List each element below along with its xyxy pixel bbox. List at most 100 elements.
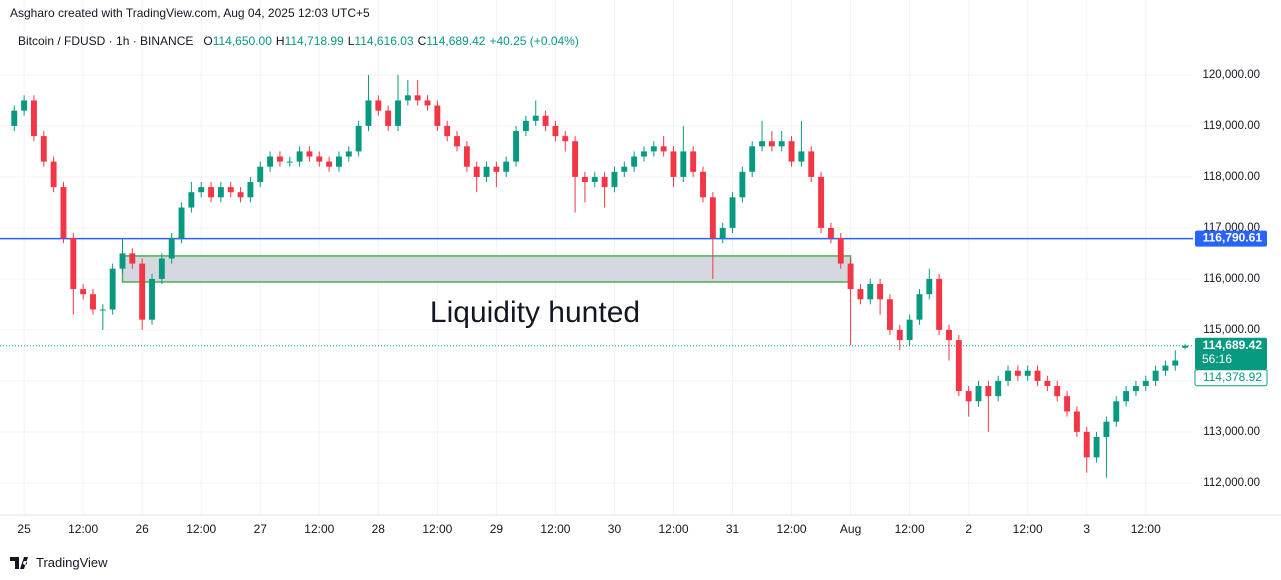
candle-body xyxy=(1005,370,1011,381)
candle-body xyxy=(749,146,756,172)
candle-body xyxy=(700,171,706,198)
candle-body xyxy=(631,156,638,167)
candle-body xyxy=(355,125,362,152)
candle-body xyxy=(887,299,893,330)
candle-body xyxy=(404,95,411,101)
x-tick-label: 3 xyxy=(1083,522,1090,536)
candle-body xyxy=(119,253,126,269)
candle-body xyxy=(1093,436,1100,458)
extra-price-label: 114,378.92 xyxy=(1203,370,1262,384)
candle-body xyxy=(424,100,431,106)
candle-body xyxy=(955,340,962,392)
y-tick-label: 118,000.00 xyxy=(1203,171,1260,183)
candle-body xyxy=(463,146,470,167)
candle-body xyxy=(1034,370,1041,381)
candle-body xyxy=(1024,370,1031,376)
x-tick-label: 31 xyxy=(726,522,740,536)
candle-body xyxy=(946,329,952,341)
x-tick-label: 26 xyxy=(135,522,149,536)
candle-body xyxy=(503,161,510,172)
candle-body xyxy=(375,100,382,111)
x-tick-label: 12:00 xyxy=(658,522,688,536)
y-tick-label: 112,000.00 xyxy=(1203,477,1260,489)
candle-body xyxy=(70,238,77,290)
y-tick-label: 120,000.00 xyxy=(1202,69,1260,81)
candle-body xyxy=(178,207,185,239)
candle-body xyxy=(444,125,451,137)
candle-body xyxy=(336,156,342,167)
candle-body xyxy=(985,385,992,397)
hline-price-box xyxy=(1195,230,1267,247)
brand-name: TradingView xyxy=(36,555,108,570)
candle-body xyxy=(690,151,697,172)
candle-body xyxy=(21,100,28,111)
candle-body xyxy=(896,329,903,341)
candle-body xyxy=(1054,385,1061,397)
high-key: H xyxy=(275,34,285,48)
candle-body xyxy=(877,283,884,300)
candle-body xyxy=(847,263,854,290)
y-tick-label: 116,000.00 xyxy=(1203,273,1260,285)
x-tick-label: 30 xyxy=(608,522,622,536)
candle-body xyxy=(158,258,165,279)
candle-body xyxy=(965,391,972,402)
last-price-label: 114,689.42 xyxy=(1203,338,1263,352)
candle-body xyxy=(719,227,726,239)
candle-body xyxy=(276,156,283,162)
candle-body xyxy=(936,278,943,330)
x-tick-label: 12:00 xyxy=(1131,522,1161,536)
x-tick-label: 12:00 xyxy=(1013,522,1043,536)
candle-body xyxy=(542,115,549,126)
candle-body xyxy=(818,176,825,228)
x-tick-label: 29 xyxy=(490,522,504,536)
candle-body xyxy=(40,136,47,162)
candle-body xyxy=(473,166,480,177)
candle-body xyxy=(513,131,520,162)
candle-body xyxy=(286,161,293,163)
y-tick-label: 115,000.00 xyxy=(1203,324,1260,336)
candle-body xyxy=(168,238,175,259)
candle-body xyxy=(798,151,805,162)
candle-body xyxy=(109,268,116,310)
y-tick-label: 119,000.00 xyxy=(1203,120,1260,132)
candle-body xyxy=(1162,365,1169,371)
candle-body xyxy=(267,156,274,167)
candle-body xyxy=(50,161,57,188)
candle-body xyxy=(483,166,490,177)
watermark: Asgharo created with TradingView.com, Au… xyxy=(10,6,370,20)
candle-body xyxy=(90,294,96,310)
candle-body xyxy=(1073,411,1080,432)
x-tick-label: 2 xyxy=(965,522,972,536)
candle-body xyxy=(80,289,87,295)
open-value: 114,650.00 xyxy=(212,34,272,48)
x-tick-label: 12:00 xyxy=(186,522,216,536)
candle-body xyxy=(198,187,205,193)
candle-body xyxy=(326,161,333,167)
y-tick-label: 113,000.00 xyxy=(1203,426,1260,438)
x-tick-label: 12:00 xyxy=(895,522,925,536)
candle-body xyxy=(581,176,588,183)
candle-body xyxy=(532,115,539,121)
candle-body xyxy=(149,278,155,320)
candle-body xyxy=(572,141,579,177)
candle-body xyxy=(1182,345,1189,348)
brand-logo xyxy=(10,556,28,569)
candle-body xyxy=(1172,360,1179,366)
candle-body xyxy=(414,95,421,101)
countdown: 56:16 xyxy=(1202,352,1232,366)
candle-body xyxy=(975,385,982,402)
candle-body xyxy=(739,171,746,198)
candle-body xyxy=(729,197,736,228)
candle-body xyxy=(601,176,608,188)
extra-price-box xyxy=(1194,369,1268,387)
candle-body xyxy=(906,319,913,341)
symbol: Bitcoin / FDUSD · 1h · BINANCE xyxy=(18,34,194,48)
candle-body xyxy=(30,100,37,137)
symbol-legend: Bitcoin / FDUSD · 1h · BINANCE O114,650.… xyxy=(18,34,579,48)
candle-body xyxy=(522,120,529,132)
candle-body xyxy=(552,125,559,137)
x-tick-label: 12:00 xyxy=(422,522,452,536)
candle-body xyxy=(670,151,677,177)
candle-body xyxy=(385,110,392,126)
